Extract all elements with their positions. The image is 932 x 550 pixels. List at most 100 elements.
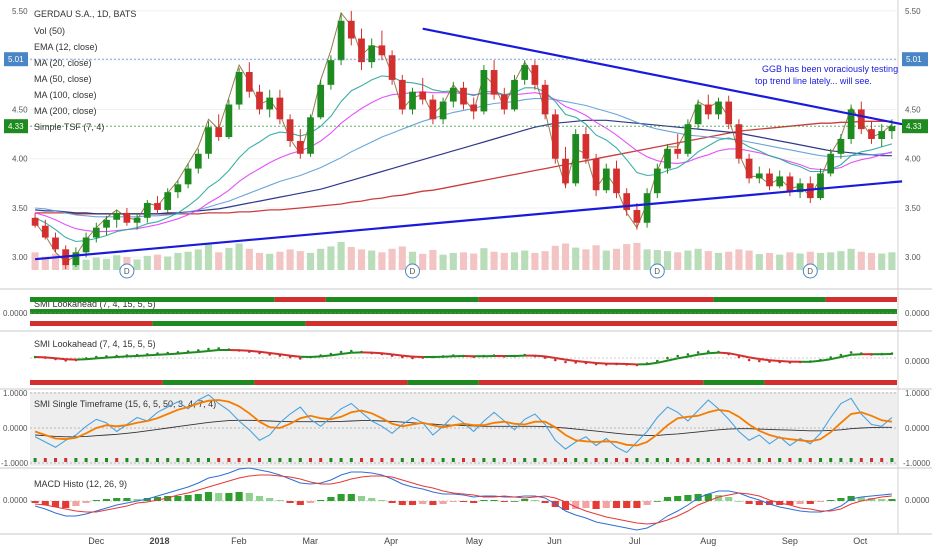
smi-lookahead-point: [135, 353, 139, 357]
candle-body: [164, 192, 172, 210]
smi-lookahead-signal-segment: [728, 352, 740, 357]
dividend-label: D: [654, 267, 660, 276]
smi-lookahead-signal-segment: [830, 356, 842, 361]
smi-marker: [298, 458, 302, 462]
smi-lookahead-point: [768, 360, 771, 363]
dividend-label: D: [807, 267, 813, 276]
candle-body: [388, 55, 396, 80]
legend-ma50: MA (50, close): [34, 74, 92, 84]
candle-body: [378, 45, 386, 56]
volume-bar: [480, 248, 488, 270]
smi-marker: [513, 458, 516, 462]
smi-marker: [686, 458, 690, 462]
candle-body: [368, 45, 376, 63]
x-tick-label: Feb: [231, 536, 247, 546]
macd-histogram-bar: [174, 496, 182, 501]
candle-body: [470, 104, 478, 112]
smi-lookahead-point: [95, 355, 98, 359]
volume-bar: [531, 252, 539, 270]
smi-lookahead-point: [564, 360, 567, 364]
volume-bar: [398, 246, 406, 270]
smi-marker: [819, 458, 822, 462]
smi-marker: [33, 458, 37, 462]
smi-lookahead-point: [727, 352, 730, 356]
candle-body: [174, 184, 182, 193]
smi-marker: [451, 458, 455, 462]
smi-lookahead-point: [329, 352, 333, 356]
smi-lookahead-1-tick-left: 0.0000: [3, 309, 28, 318]
legend-ma20: MA (20, close): [34, 58, 92, 68]
candle-body: [776, 176, 784, 187]
candle-body: [551, 114, 559, 159]
x-tick-label: Aug: [700, 536, 716, 546]
signal-bar-segment: [825, 297, 897, 302]
smi-lookahead-signal-segment: [340, 351, 352, 355]
macd-histogram-bar: [194, 494, 202, 501]
smi-lookahead-point: [33, 355, 37, 359]
candle-body: [725, 101, 733, 125]
macd-histogram-bar: [470, 501, 478, 503]
smi-lookahead-point: [686, 353, 690, 356]
macd-histogram-bar: [857, 497, 865, 501]
smi-lookahead-point: [146, 353, 149, 356]
smi-marker: [604, 458, 608, 462]
smi-marker: [798, 458, 802, 462]
candle-body: [490, 70, 498, 95]
candle-body: [643, 193, 651, 223]
volume-bar: [235, 243, 243, 270]
smi-lookahead-point: [64, 359, 67, 362]
legend-title: GERDAU S.A., 1D, BATS: [34, 9, 136, 19]
smi-lookahead-point: [462, 354, 465, 358]
volume-bar: [847, 248, 855, 270]
signal-bar-segment: [30, 321, 153, 326]
smi-lookahead-point: [207, 347, 210, 351]
macd-histogram-bar: [490, 500, 498, 501]
candle-body: [429, 99, 437, 120]
smi-marker: [808, 458, 812, 462]
candle-body: [582, 134, 590, 159]
volume-bar: [164, 256, 172, 270]
smi-lookahead-point: [849, 351, 853, 354]
candlesticks: [31, 10, 896, 270]
volume-bars: [31, 242, 896, 270]
smi-marker: [890, 458, 894, 462]
smi-marker: [176, 458, 180, 462]
candle-body: [398, 79, 406, 110]
volume-bar: [215, 252, 223, 270]
macd-histogram-bar: [643, 501, 651, 505]
smi-lookahead-signal-segment: [677, 355, 689, 360]
smi-marker: [472, 458, 476, 462]
smi-lookahead-signal-segment: [596, 362, 607, 365]
candle-body: [31, 217, 39, 226]
volume-bar: [725, 251, 733, 270]
smi-lookahead-point: [125, 354, 129, 357]
signal-bar-segment: [30, 380, 163, 385]
annotation: GGB has been voraciously testing top tre…: [755, 64, 898, 86]
macd-histogram-bar: [714, 495, 723, 501]
volume-bar: [255, 252, 264, 270]
smi-marker: [727, 458, 731, 462]
macd-histogram-bar: [419, 501, 427, 504]
smi-lookahead-point: [288, 355, 292, 359]
smi-lookahead-point: [156, 352, 159, 355]
smi-lookahead-point: [74, 358, 78, 362]
smi-marker: [441, 458, 445, 462]
smi-tick-left-top: 1.0000: [3, 389, 28, 398]
candle-body: [500, 94, 508, 110]
smi-lookahead-signal-segment: [738, 354, 750, 359]
macd-histogram-bar: [429, 501, 437, 505]
smi-marker: [237, 458, 241, 462]
trend-line: [422, 27, 903, 126]
volume-bar: [459, 252, 468, 270]
macd-histogram-bar: [266, 498, 274, 501]
smi-marker: [564, 458, 567, 462]
x-tick-label: Sep: [782, 536, 798, 546]
legend-vol: Vol (50): [34, 26, 65, 36]
macd-histogram-bar: [765, 501, 774, 505]
smi-lookahead-point: [870, 353, 873, 356]
smi-marker: [370, 458, 374, 462]
y-tick-label-left: 5.50: [12, 7, 28, 16]
smi-lookahead-signal-segment: [769, 359, 780, 362]
smi-marker: [584, 458, 588, 462]
